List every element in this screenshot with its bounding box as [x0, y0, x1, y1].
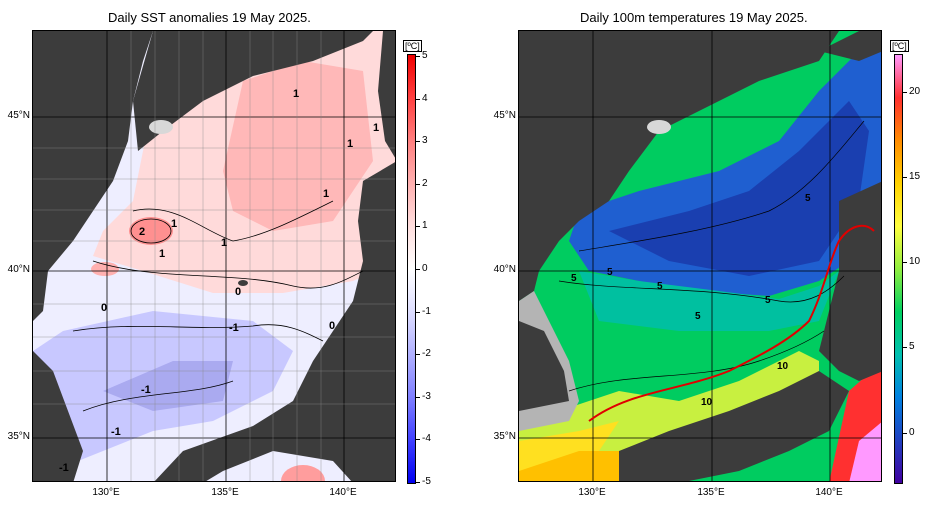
lon-label-140e: 140°E: [329, 487, 357, 498]
colorbar-tick-label: 5: [422, 50, 428, 61]
contour-label: -1: [141, 384, 151, 396]
colorbar-tick-label: -2: [422, 348, 431, 360]
colorbar-tick-mark: [416, 226, 420, 228]
colorbar-tick-mark: [416, 98, 420, 100]
colorbar-tick-mark: [416, 269, 420, 270]
contour-label: 5: [657, 281, 663, 292]
colorbar-tick-label: -1: [422, 305, 431, 317]
colorbar-tick-label: 15: [909, 170, 921, 182]
contour-label: 1: [323, 188, 329, 200]
colorbar-tick-label: 20: [909, 85, 921, 97]
lon-label-130e: 130°E: [92, 487, 120, 498]
lat-label-40n: 40°N: [7, 264, 30, 275]
lat-label-45n-right: 45°N: [493, 110, 516, 121]
temp100m-map-canvas: 5 5 5 5 5 5 10 10: [519, 31, 881, 481]
temp100m-title: Daily 100m temperatures 19 May 2025.: [580, 10, 808, 25]
contour-label: 5: [607, 267, 613, 278]
colorbar-tick-mark: [416, 311, 420, 313]
contour-label: -1: [229, 322, 239, 334]
colorbar-tick-label: 0: [909, 426, 915, 438]
colorbar-tick-mark: [416, 56, 420, 57]
temp100m-map: 5 5 5 5 5 5 10 10: [518, 30, 882, 482]
contour-label: -1: [59, 462, 69, 474]
sst-anomaly-map: 1 1 1 1 1 2 1 1 0 0 -1 0 -1 -1 -1 2: [32, 30, 396, 482]
contour-label: 1: [159, 248, 165, 260]
colorbar-tick-label: 1: [422, 220, 428, 232]
colorbar-tick-mark: [416, 396, 420, 398]
temp-colorbar: [894, 54, 903, 484]
lat-label-35n-right: 35°N: [493, 431, 516, 442]
contour-label: 0: [235, 286, 241, 298]
colorbar-tick-label: -5: [422, 476, 431, 487]
lon-label-140e-right: 140°E: [815, 487, 843, 498]
colorbar-tick-mark: [416, 141, 420, 143]
colorbar-tick-label: 3: [422, 135, 428, 147]
contour-label: 5: [695, 311, 701, 322]
lon-label-135e: 135°E: [211, 487, 239, 498]
contour-label: 1: [221, 237, 227, 249]
colorbar-tick-mark: [416, 439, 420, 441]
sst-colorbar-unit: [ºC]: [403, 40, 422, 52]
colorbar-tick-label: 2: [422, 177, 428, 189]
temp-colorbar-unit: [ºC]: [890, 40, 909, 52]
colorbar-tick-mark: [903, 432, 907, 434]
colorbar-tick-label: -3: [422, 390, 431, 402]
contour-label: 5: [805, 193, 811, 204]
lat-label-35n: 35°N: [7, 431, 30, 442]
sst-anomaly-title: Daily SST anomalies 19 May 2025.: [108, 10, 311, 25]
contour-label: 1: [347, 138, 353, 150]
contour-label: -1: [111, 426, 121, 438]
colorbar-tick-mark: [416, 354, 420, 356]
colorbar-tick-label: 10: [909, 256, 921, 268]
sst-colorbar: [407, 54, 416, 484]
lat-label-40n-right: 40°N: [493, 264, 516, 275]
contour-label: 2: [139, 226, 145, 238]
contour-label: 2: [299, 480, 305, 482]
contour-label: 0: [101, 302, 107, 314]
contour-label: 10: [777, 361, 789, 372]
lon-label-130e-right: 130°E: [578, 487, 606, 498]
colorbar-tick-mark: [903, 262, 907, 264]
lat-label-45n: 45°N: [7, 110, 30, 121]
colorbar-tick-mark: [903, 91, 907, 93]
colorbar-tick-mark: [903, 347, 907, 349]
lon-label-135e-right: 135°E: [697, 487, 725, 498]
colorbar-tick-label: 0: [422, 263, 428, 274]
contour-label: 5: [765, 295, 771, 306]
colorbar-tick-mark: [903, 176, 907, 178]
colorbar-tick-mark: [416, 482, 420, 483]
colorbar-tick-label: 5: [909, 341, 915, 353]
contour-label: 10: [701, 397, 713, 408]
contour-label: 1: [171, 218, 177, 230]
contour-label: 1: [373, 122, 379, 134]
contour-label: 1: [293, 88, 299, 100]
colorbar-tick-mark: [416, 183, 420, 185]
contour-label: 0: [329, 320, 335, 332]
contour-label: 5: [571, 273, 577, 284]
sst-anomaly-map-canvas: 1 1 1 1 1 2 1 1 0 0 -1 0 -1 -1 -1 2: [33, 31, 395, 482]
colorbar-tick-label: -4: [422, 433, 431, 445]
colorbar-tick-label: 4: [422, 92, 428, 104]
